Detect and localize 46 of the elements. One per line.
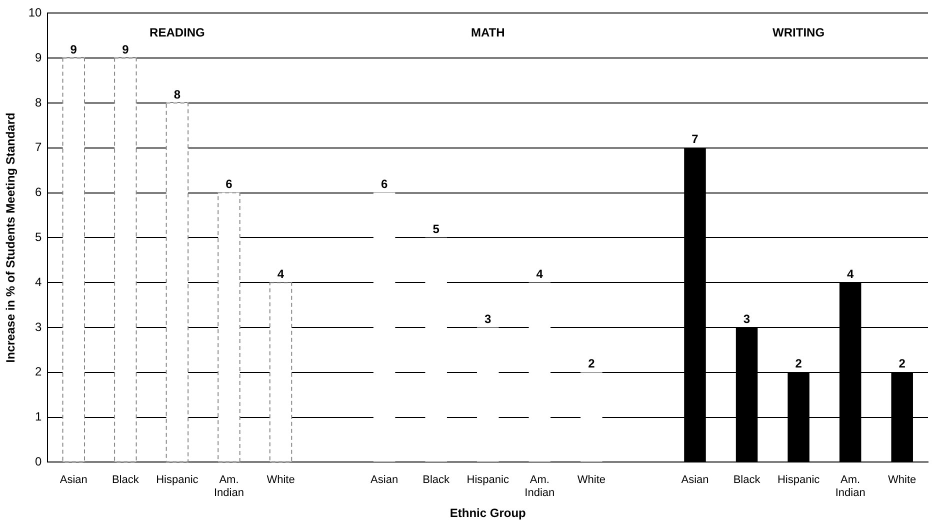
y-tick-label: 7: [35, 140, 42, 154]
x-tick-label: Black: [733, 474, 761, 486]
data-label: 8: [174, 87, 181, 102]
data-label: 3: [743, 312, 750, 326]
y-tick-label: 0: [35, 454, 42, 469]
data-label: 6: [226, 177, 233, 192]
annotation: READING: [150, 26, 205, 40]
data-label: 4: [536, 266, 544, 281]
y-tick-label: 5: [35, 230, 42, 244]
x-tick-label: White: [577, 474, 606, 486]
x-axis-title: Ethnic Group: [450, 506, 526, 520]
data-label: 2: [898, 356, 906, 371]
y-tick-label: 6: [35, 185, 42, 200]
data-label: 9: [122, 42, 130, 56]
y-tick-label: 9: [35, 50, 42, 64]
x-tick-label: Am. Indian: [835, 474, 866, 500]
annotation: WRITING: [772, 26, 825, 40]
data-label: 4: [846, 266, 854, 281]
x-tick-label: White: [266, 474, 295, 486]
x-tick-label: Asian: [681, 474, 709, 486]
x-tick-label: Black: [422, 474, 450, 486]
x-tick-label: Hispanic: [466, 474, 510, 486]
y-tick-label: 8: [35, 95, 42, 110]
data-label: 7: [692, 132, 699, 146]
y-tick-label: 2: [35, 364, 42, 379]
y-tick-label: 3: [35, 320, 42, 334]
data-label: 3: [484, 312, 492, 326]
annotation: MATH: [470, 26, 505, 40]
data-label: 4: [277, 266, 284, 281]
y-axis-title: Increase in % of Students Meeting Standard: [4, 112, 18, 363]
data-label: 2: [588, 356, 596, 371]
data-label: 5: [432, 222, 440, 236]
x-tick-label: Am. Indian: [214, 474, 244, 500]
data-label: 6: [380, 177, 388, 192]
x-tick-label: Am. Indian: [524, 474, 555, 500]
y-tick-label: 10: [28, 6, 42, 20]
x-tick-label: Hispanic: [156, 474, 199, 486]
x-tick-label: Hispanic: [777, 474, 820, 486]
data-label: 2: [795, 356, 802, 371]
x-tick-label: Black: [112, 474, 140, 486]
x-tick-label: Asian: [370, 474, 398, 486]
y-tick-label: 4: [35, 274, 42, 289]
data-label: 9: [70, 42, 78, 56]
y-tick-label: 1: [35, 410, 42, 424]
x-tick-label: White: [888, 474, 916, 486]
x-tick-label: Asian: [60, 474, 88, 486]
